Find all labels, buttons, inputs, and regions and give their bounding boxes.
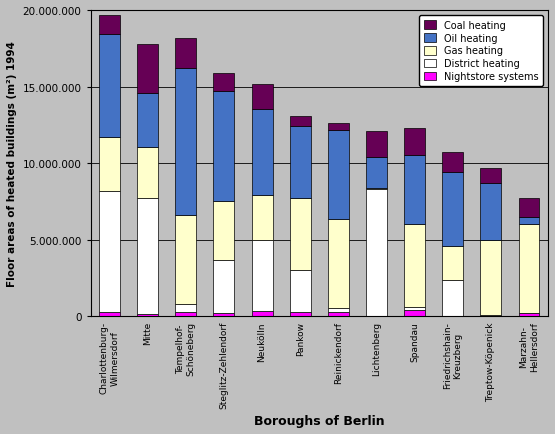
Bar: [251, 85, 273, 109]
Bar: [442, 153, 463, 173]
Bar: [251, 311, 273, 316]
Bar: [481, 240, 501, 315]
Bar: [214, 92, 234, 202]
Bar: [366, 190, 387, 316]
Bar: [99, 16, 120, 35]
Bar: [214, 260, 234, 313]
Bar: [366, 188, 387, 190]
Bar: [214, 74, 234, 92]
Bar: [290, 271, 311, 312]
Bar: [290, 312, 311, 316]
Bar: [404, 156, 425, 225]
Bar: [175, 69, 196, 216]
Bar: [366, 158, 387, 188]
Bar: [214, 202, 234, 260]
Bar: [404, 128, 425, 156]
Bar: [175, 304, 196, 312]
Bar: [442, 173, 463, 246]
Bar: [518, 225, 539, 313]
Bar: [328, 220, 349, 308]
Bar: [99, 191, 120, 312]
Bar: [328, 312, 349, 316]
Y-axis label: Floor areas of heated buildings (m²) 1994: Floor areas of heated buildings (m²) 199…: [7, 41, 17, 286]
Bar: [481, 184, 501, 240]
Bar: [404, 310, 425, 316]
Bar: [137, 45, 158, 94]
Bar: [137, 198, 158, 314]
X-axis label: Boroughs of Berlin: Boroughs of Berlin: [254, 414, 385, 427]
Bar: [290, 116, 311, 127]
Bar: [481, 315, 501, 316]
Bar: [518, 217, 539, 225]
Legend: Coal heating, Oil heating, Gas heating, District heating, Nightstore systems: Coal heating, Oil heating, Gas heating, …: [420, 16, 543, 87]
Bar: [175, 216, 196, 304]
Bar: [366, 132, 387, 158]
Bar: [518, 313, 539, 316]
Bar: [328, 123, 349, 131]
Bar: [442, 280, 463, 316]
Bar: [175, 312, 196, 316]
Bar: [99, 35, 120, 138]
Bar: [137, 148, 158, 198]
Bar: [404, 307, 425, 310]
Bar: [481, 168, 501, 184]
Bar: [251, 241, 273, 311]
Bar: [251, 195, 273, 241]
Bar: [442, 246, 463, 280]
Bar: [328, 131, 349, 220]
Bar: [290, 199, 311, 271]
Bar: [99, 138, 120, 191]
Bar: [404, 225, 425, 307]
Bar: [518, 199, 539, 217]
Bar: [99, 312, 120, 316]
Bar: [137, 314, 158, 316]
Bar: [251, 109, 273, 195]
Bar: [137, 94, 158, 148]
Bar: [290, 127, 311, 199]
Bar: [175, 39, 196, 69]
Bar: [328, 308, 349, 312]
Bar: [214, 313, 234, 316]
